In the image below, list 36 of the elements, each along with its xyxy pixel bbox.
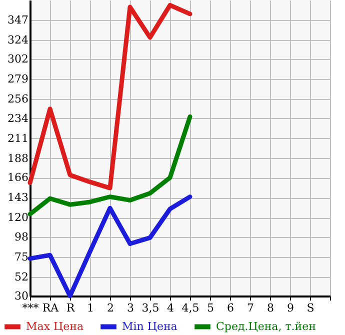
- x-tick-label: 7: [247, 302, 254, 314]
- y-tick-label: 120: [8, 211, 28, 224]
- legend-label: Max Цена: [26, 320, 84, 333]
- y-tick-label: 324: [8, 34, 28, 47]
- y-tick-label: 211: [8, 132, 28, 145]
- legend-label: Сред.Цена, т.йен: [216, 320, 316, 333]
- y-tick-label: 279: [8, 72, 28, 86]
- line-series: [28, 114, 192, 216]
- legend-label: Min Цена: [122, 320, 178, 333]
- x-tick-label: 4: [167, 302, 174, 314]
- y-tick-label: 143: [8, 191, 28, 204]
- y-tick-label: 234: [8, 112, 28, 125]
- y-tick-label: 52: [14, 270, 28, 284]
- x-tick-label: 5: [207, 302, 214, 314]
- x-tick-label: RA: [42, 302, 60, 314]
- y-tick-label: 302: [8, 52, 28, 66]
- x-tick-label: 9: [287, 302, 294, 314]
- line-series: [28, 194, 192, 298]
- y-tick-label: 75: [14, 250, 28, 264]
- y-tick-label: 256: [8, 92, 28, 106]
- x-tick-label: 1: [87, 302, 94, 314]
- y-tick-label: 166: [8, 171, 28, 184]
- x-tick-label: R: [66, 302, 76, 314]
- y-tick-label: 347: [8, 14, 28, 27]
- line-series: [28, 2, 192, 190]
- y-tick-label: 30: [14, 290, 28, 302]
- x-tick-label: ***: [22, 302, 40, 314]
- x-tick-label: 6: [227, 302, 234, 314]
- x-tick-label: 2: [107, 302, 114, 314]
- x-tick-label: S: [306, 302, 314, 314]
- x-tick-label: 4,5: [182, 302, 200, 314]
- x-tick-label: 8: [267, 302, 274, 314]
- y-tick-label: 98: [14, 230, 28, 244]
- x-tick-label: 3: [127, 302, 134, 314]
- y-tick-label: 188: [8, 152, 28, 165]
- x-tick-label: 3,5: [142, 302, 160, 314]
